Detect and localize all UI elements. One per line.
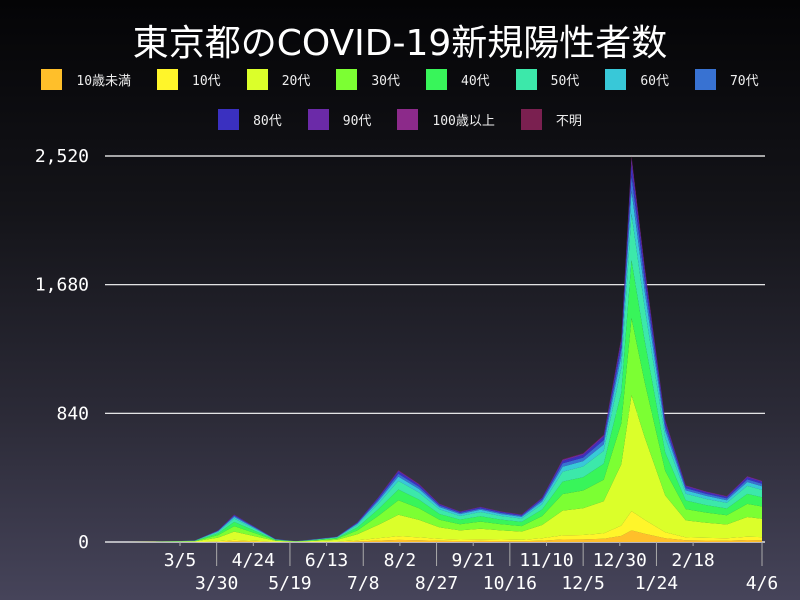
legend-item: 50代	[515, 69, 580, 90]
legend-label: 80代	[253, 114, 282, 129]
legend-label: 40代	[461, 74, 490, 89]
legend-label: 70代	[729, 74, 759, 89]
legend-item: 30代	[336, 69, 400, 90]
area-series-30代	[119, 318, 762, 542]
area-series-10歳未満	[119, 530, 762, 542]
x-tick-label: 3/30	[195, 573, 238, 594]
x-tick-label: 3/5	[164, 550, 197, 571]
legend-swatch	[694, 69, 716, 90]
legend-item: 20代	[246, 69, 311, 90]
legend-label: 10歳未満	[76, 74, 132, 89]
legend-label: 不明	[555, 114, 582, 129]
area-series-40代	[119, 260, 762, 542]
legend-swatch	[397, 109, 419, 130]
x-tick-label: 2/18	[671, 550, 714, 571]
legend-item: 60代	[605, 69, 669, 90]
legend-item: 100歳以上	[397, 109, 495, 130]
x-tick-label: 4/6	[746, 573, 779, 594]
legend-swatch	[246, 69, 268, 90]
legend-label: 20代	[281, 74, 311, 89]
x-tick-label: 11/10	[519, 550, 573, 571]
legend-label: 30代	[371, 74, 400, 89]
y-tick-label: 0	[78, 532, 89, 553]
legend-swatch	[157, 69, 179, 90]
legend-item: 不明	[520, 109, 582, 130]
x-tick-label: 8/27	[415, 573, 458, 594]
legend-item: 70代	[694, 69, 759, 90]
legend-label: 90代	[342, 114, 372, 129]
legend-swatch	[41, 69, 63, 90]
legend-label: 10代	[192, 74, 221, 89]
legend-item: 40代	[426, 69, 490, 90]
legend-label: 100歳以上	[432, 114, 495, 129]
x-tick-label: 10/16	[483, 573, 537, 594]
legend-item: 10代	[157, 69, 221, 90]
x-tick-label: 12/30	[593, 550, 647, 571]
legend-swatch	[426, 69, 447, 90]
legend-label: 60代	[640, 74, 669, 89]
area-series-10代	[119, 511, 762, 542]
x-tick-label: 4/24	[232, 550, 275, 571]
legend-item: 90代	[307, 109, 372, 130]
legend-swatch	[520, 109, 542, 130]
legend-swatch	[307, 109, 329, 130]
legend-item: 10歳未満	[41, 69, 131, 90]
x-tick-label: 8/2	[384, 550, 417, 571]
x-tick-label: 7/8	[347, 573, 380, 594]
x-tick-label: 12/5	[561, 573, 604, 594]
y-tick-label: 1,680	[35, 275, 89, 296]
x-tick-label: 1/24	[635, 573, 678, 594]
x-tick-label: 5/19	[268, 573, 311, 594]
legend-label: 50代	[550, 74, 580, 89]
legend-swatch	[515, 69, 537, 90]
x-tick-label: 9/21	[452, 550, 495, 571]
chart-title: 東京都のCOVID-19新規陽性者数	[132, 23, 668, 64]
x-tick-label: 6/13	[305, 550, 348, 571]
legend: 80代 90代 100歳以上 不明	[0, 109, 800, 130]
legend-item: 80代	[218, 109, 282, 130]
legend-swatch	[336, 69, 358, 90]
legend-swatch	[605, 69, 627, 90]
legend: 10歳未満 10代 20代 30代 40代 50代 60代 70代	[0, 69, 800, 90]
y-tick-label: 2,520	[35, 146, 89, 167]
y-tick-label: 840	[56, 403, 89, 424]
area-series-50代	[119, 213, 762, 542]
area-series-20代	[119, 395, 762, 542]
legend-swatch	[218, 109, 240, 130]
